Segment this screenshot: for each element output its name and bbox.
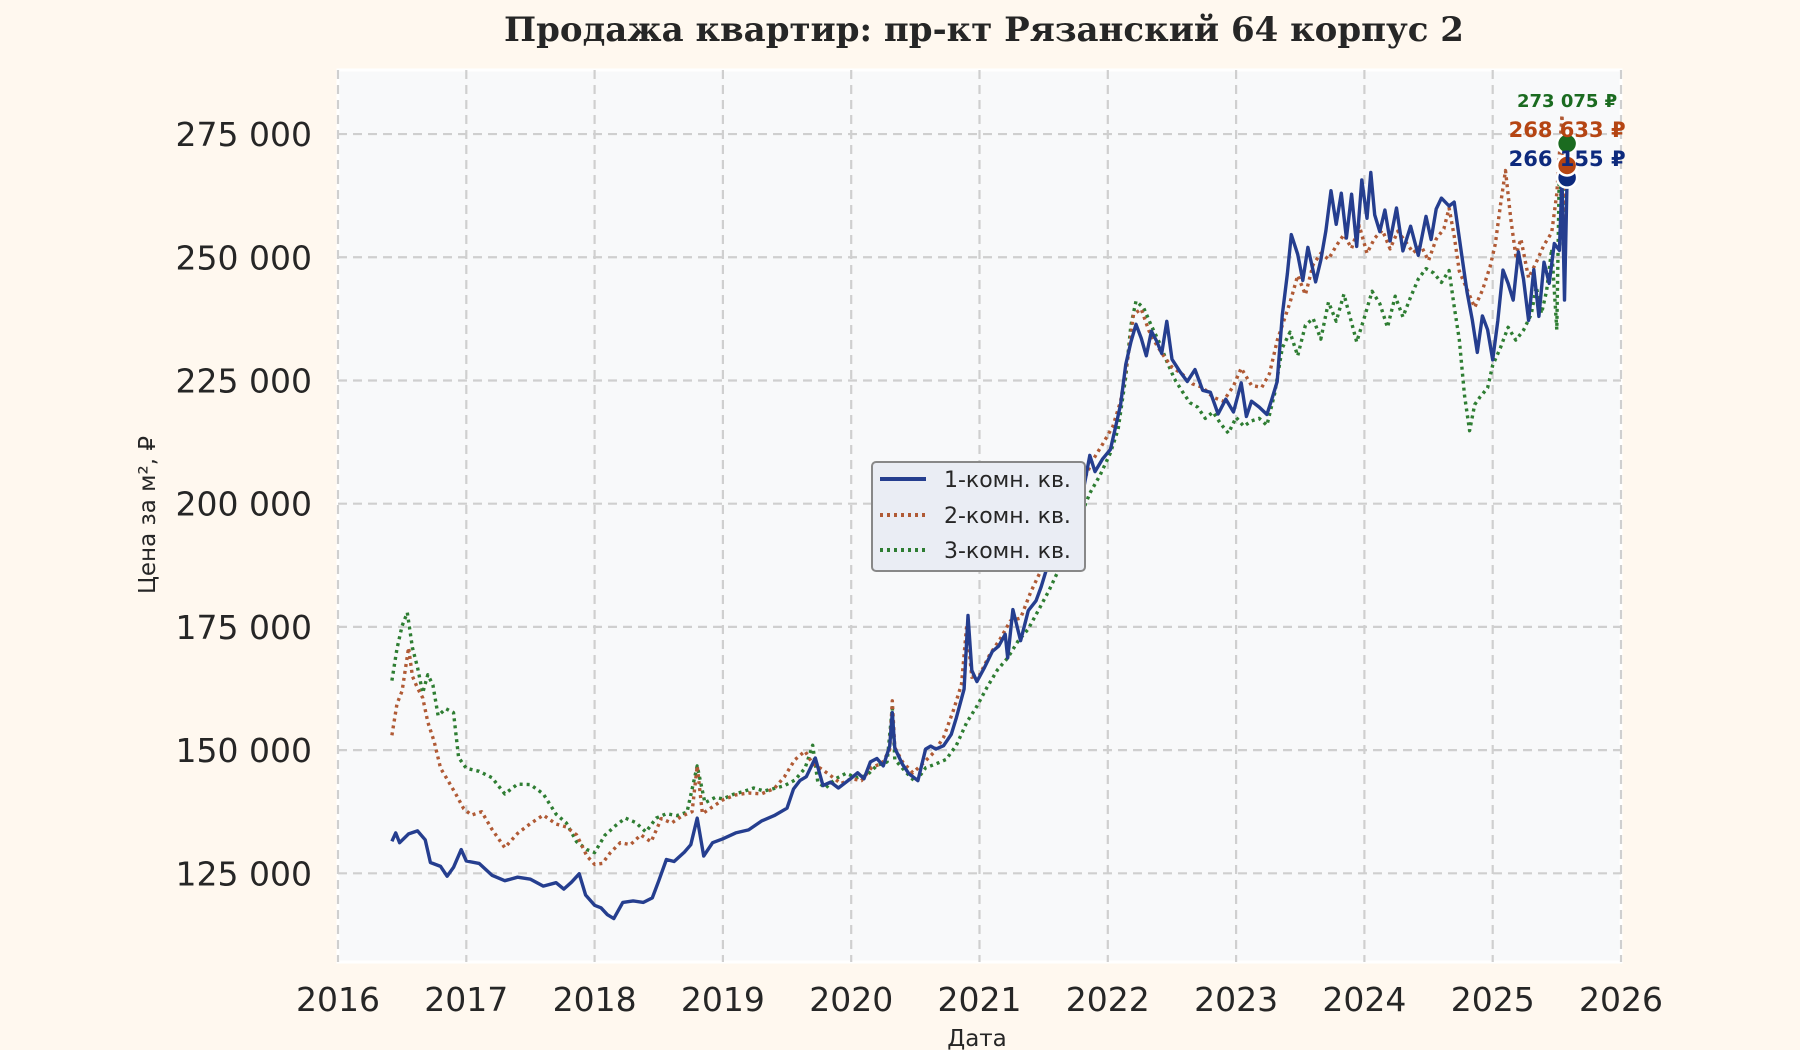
x-tick-label: 2019: [681, 980, 765, 1019]
x-tick-label: 2023: [1194, 980, 1278, 1019]
x-tick-label: 2020: [809, 980, 893, 1019]
x-tick-label: 2025: [1451, 980, 1535, 1019]
x-tick-label: 2026: [1579, 980, 1663, 1019]
legend-label-1: 1-комн. кв.: [944, 468, 1071, 493]
x-tick-label: 2021: [938, 980, 1022, 1019]
legend-box: [871, 461, 1086, 572]
chart-title: Продажа квартир: пр-кт Рязанский 64 корп…: [504, 10, 1464, 50]
y-tick-label: 175 000: [176, 608, 312, 647]
grid: [336, 70, 1623, 962]
y-tick-label: 150 000: [176, 731, 312, 770]
tick-labels: 2016 2017 2018 2019 2020 2021 2022 2023 2024 2025…: [176, 115, 1663, 1019]
y-tick-label: 250 000: [176, 238, 312, 277]
x-tick-label: 2022: [1066, 980, 1150, 1019]
x-tick-label: 2016: [296, 980, 380, 1019]
legend-label-3: 3-комн. кв.: [944, 539, 1071, 564]
end-value-label-2k: 268 633 ₽: [1509, 118, 1626, 142]
legend: 1-комн. кв. 2-комн. кв. 3-комн. кв.: [871, 461, 1086, 572]
legend-label-2: 2-комн. кв.: [944, 504, 1071, 529]
x-tick-label: 2024: [1322, 980, 1406, 1019]
end-markers: 266 155 ₽ 268 633 ₽ 273 075 ₽: [1509, 91, 1626, 189]
x-tick-label: 2018: [553, 980, 637, 1019]
y-axis-label: Цена за м², ₽: [135, 436, 161, 594]
y-tick-label: 125 000: [176, 854, 312, 893]
series-line-3k: [390, 143, 1569, 855]
x-tick-label: 2017: [424, 980, 508, 1019]
end-marker-2k: [1555, 154, 1579, 177]
x-axis-label: Дата: [947, 1026, 1007, 1050]
end-value-label-3k: 273 075 ₽: [1517, 91, 1617, 112]
y-tick-label: 200 000: [176, 485, 312, 524]
end-marker-3k: [1555, 132, 1579, 155]
end-value-label-1k: 266 155 ₽: [1509, 147, 1626, 171]
y-tick-label: 225 000: [176, 361, 312, 400]
y-tick-label: 275 000: [176, 115, 312, 154]
